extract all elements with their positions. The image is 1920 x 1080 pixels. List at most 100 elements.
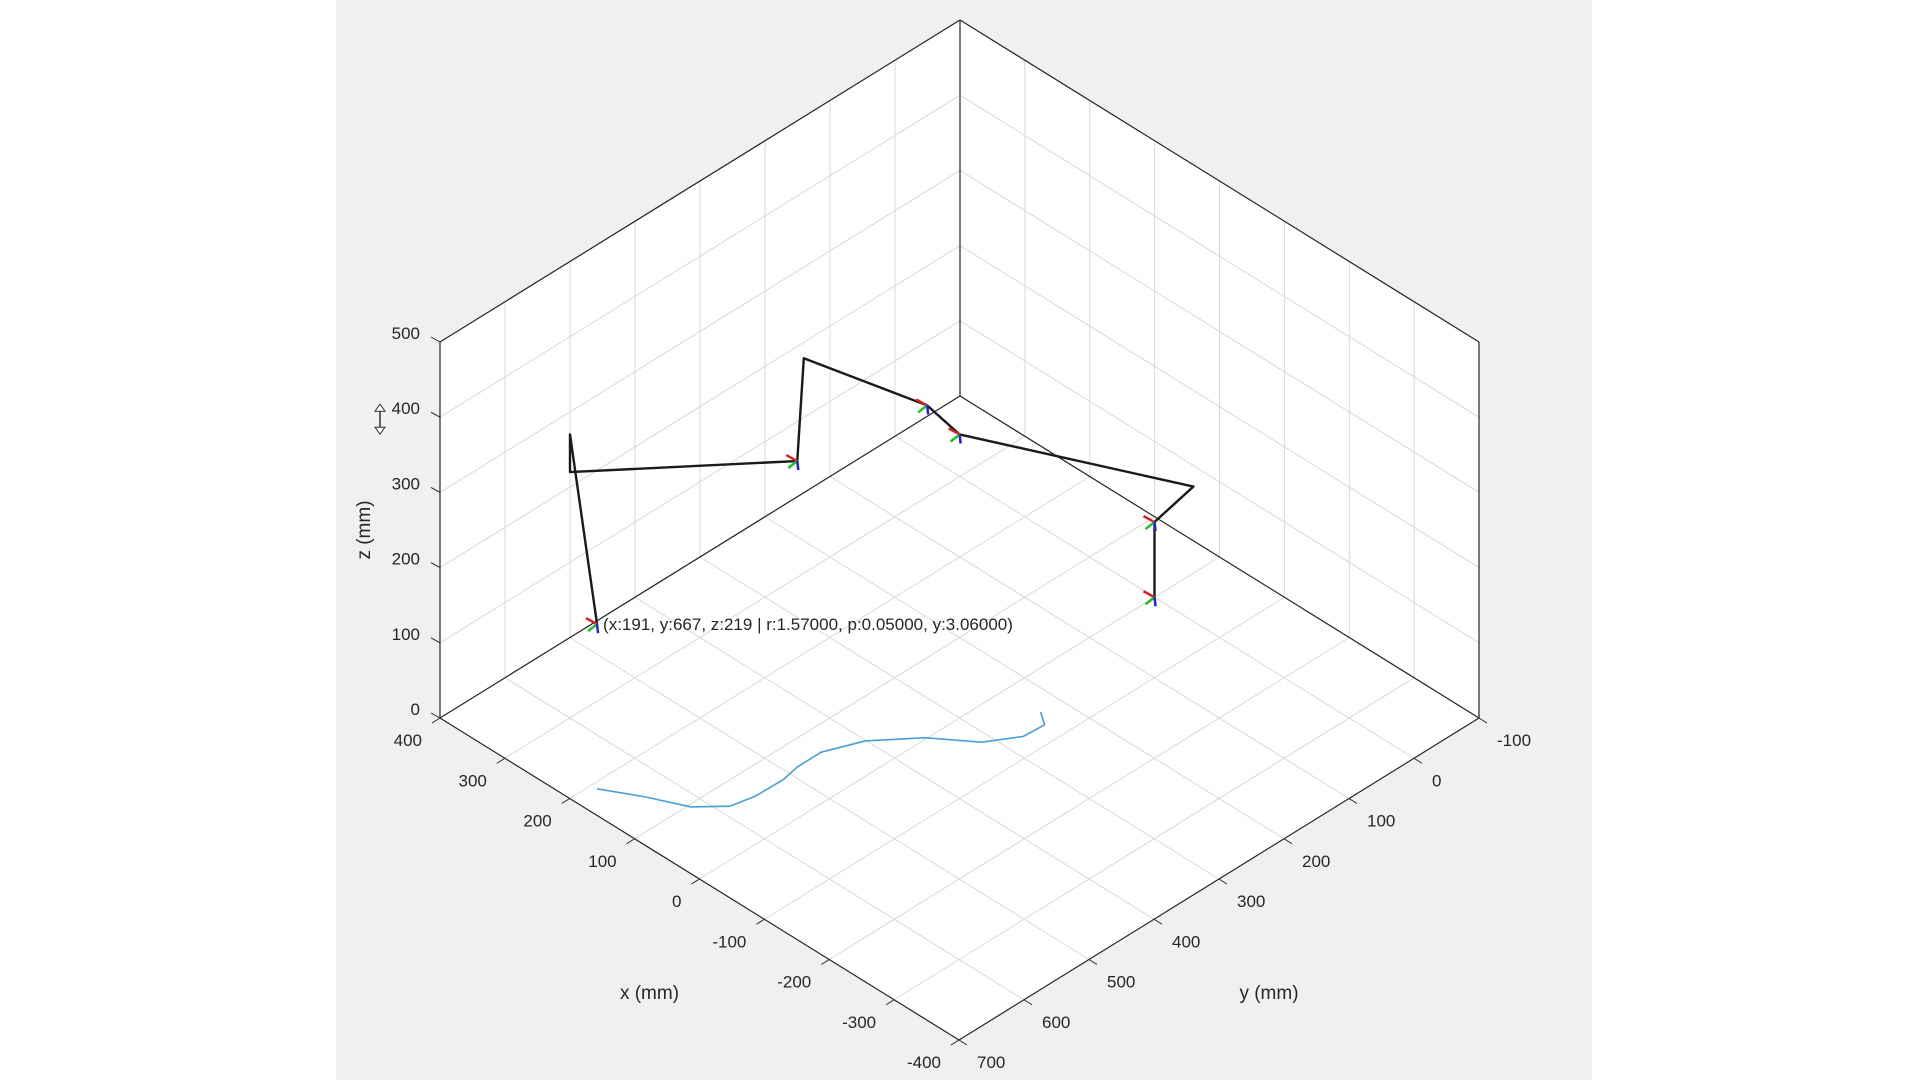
robot-arm-layer [568, 357, 1195, 625]
frame-y-axis [787, 460, 799, 470]
y-axis-label: y (mm) [1239, 983, 1298, 1004]
y-tick-mark [1283, 838, 1293, 845]
x-tick-mark [885, 999, 895, 1006]
z-tick-mark [430, 336, 441, 343]
data-tip-label: (x:191, y:667, z:219 | r:1.57000, p:0.05… [603, 615, 1013, 634]
z-tick-label: 400 [392, 399, 420, 418]
x-tick-mark [496, 757, 506, 764]
frame-z-axis [1153, 597, 1157, 607]
x-tick-mark [691, 878, 700, 885]
x-tick-label: -100 [712, 932, 746, 951]
frame-x-axis [948, 427, 961, 436]
3d-axes-plot[interactable]: 400 300 200 100 0 -100 -200 -300 -400 -100 0 100 200… [336, 0, 1592, 1080]
z-tick-mark [430, 637, 441, 644]
z-tick-mark [430, 411, 441, 418]
joint-frame-triad [785, 453, 800, 471]
frame-y-axis [949, 433, 961, 443]
grid-right-z [959, 169, 1480, 493]
x-tick-mark [820, 959, 830, 965]
axis-edge [439, 19, 961, 343]
joint-frame-triad [585, 617, 600, 634]
y-tick-label: 0 [1432, 771, 1441, 790]
joint-frame-triad [915, 398, 930, 415]
frame-z-axis [796, 460, 800, 471]
y-tick-label: 100 [1367, 812, 1395, 831]
axis-edge [959, 395, 1480, 719]
x-tick-label: 0 [672, 892, 681, 911]
grid-floor-y [764, 516, 1285, 840]
frame-y-axis [1144, 521, 1156, 531]
grid-right-z [959, 245, 1480, 569]
grid-left-z [439, 169, 961, 493]
trajectory-layer [596, 711, 1046, 808]
y-tick-mark [1153, 918, 1163, 925]
y-tick-label: 400 [1172, 932, 1200, 951]
y-tick-mark [1348, 798, 1358, 804]
z-tick-label: 100 [392, 625, 420, 644]
joint-frame-triad [1142, 514, 1157, 532]
y-tick-label: 500 [1107, 973, 1135, 992]
y-tick-label: 600 [1042, 1013, 1070, 1032]
cursor-up-arrow [374, 403, 386, 412]
frame-x-axis [585, 617, 598, 626]
frame-z-axis [1153, 521, 1157, 532]
x-tick-mark [950, 1039, 960, 1046]
grid-left-z [439, 320, 961, 644]
y-tick-label: 200 [1302, 852, 1330, 871]
x-tick-mark [561, 798, 571, 804]
grid-floor-y [504, 677, 1025, 1001]
x-tick-label: 200 [523, 812, 551, 831]
axis-edge [439, 395, 961, 719]
z-tick-mark [430, 486, 441, 493]
coordinate-frames-layer [585, 398, 1157, 634]
z-tick-label: 500 [392, 324, 420, 343]
z-axis-label: z (mm) [354, 500, 375, 559]
frame-x-axis [1142, 590, 1156, 599]
frame-z-axis [595, 624, 600, 634]
y-tick-mark [1478, 717, 1488, 724]
y-tick-mark [958, 1039, 968, 1046]
z-tick-label: 0 [411, 700, 420, 719]
x-tick-label: 100 [588, 852, 616, 871]
frame-x-axis [1142, 514, 1156, 524]
y-tick-label: -100 [1497, 731, 1531, 750]
y-tick-mark [1023, 999, 1033, 1006]
axes-box-edges [439, 19, 1480, 1041]
tick-labels: 400 300 200 100 0 -100 -200 -300 -400 -100 0 100 200… [392, 324, 1531, 1072]
grid-floor-y [699, 556, 1220, 880]
x-tick-label: 300 [459, 771, 487, 790]
cursor-down-arrow [374, 426, 386, 436]
frame-x-axis [915, 398, 928, 407]
z-tick-label: 300 [392, 474, 420, 493]
resize-cursor-icon [374, 403, 386, 436]
figure-window: 400 300 200 100 0 -100 -200 -300 -400 -100 0 100 200… [336, 0, 1592, 1080]
x-tick-label: -400 [907, 1053, 941, 1072]
grid-left-z [439, 94, 961, 418]
frame-z-axis [925, 405, 930, 415]
z-tick-mark [430, 712, 441, 719]
joint-frame-triad [1142, 590, 1157, 607]
grid-floor-y [829, 476, 1350, 799]
grid-right-z [959, 94, 1480, 418]
grid-left-z [439, 245, 961, 569]
y-tick-mark [1413, 757, 1423, 764]
x-tick-mark [431, 717, 441, 724]
frame-y-axis [1144, 596, 1156, 606]
x-axis-label: x (mm) [620, 983, 679, 1004]
end-effector-trajectory [596, 711, 1046, 808]
y-tick-mark [1088, 959, 1098, 965]
y-tick-label: 700 [977, 1053, 1005, 1072]
z-tick-mark [430, 562, 441, 569]
grid-floor-y [634, 596, 1155, 920]
joint-frame-triad [948, 427, 962, 444]
grid-right-z [959, 320, 1480, 644]
frame-y-axis [917, 404, 928, 414]
x-tick-mark [626, 838, 635, 845]
x-tick-label: -200 [777, 973, 811, 992]
frame-z-axis [958, 434, 962, 444]
robot-arm-links [568, 357, 1195, 625]
x-tick-label: -300 [842, 1013, 876, 1032]
y-tick-mark [1218, 878, 1228, 885]
x-tick-mark [756, 918, 765, 925]
x-tick-label: 400 [394, 731, 422, 750]
